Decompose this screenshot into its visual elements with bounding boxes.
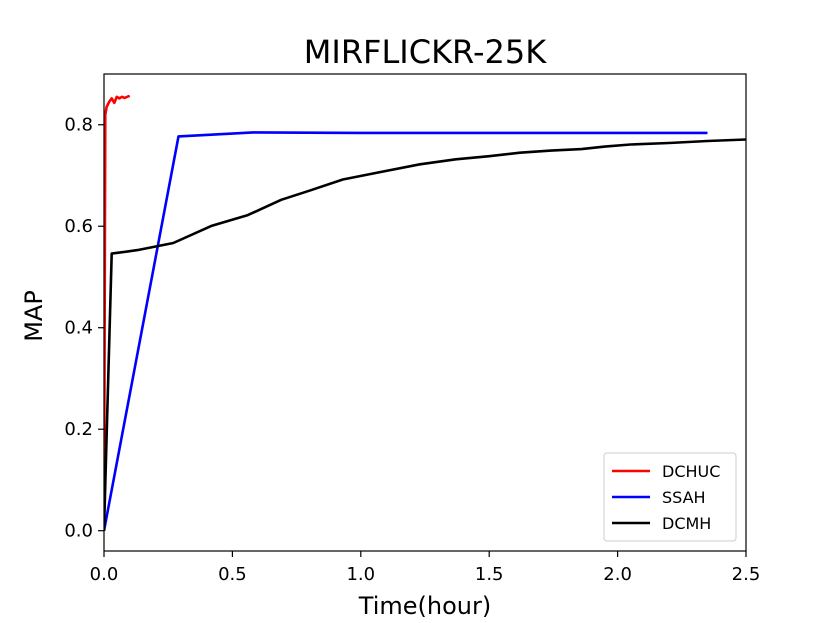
y-tick-label: 0.2 xyxy=(64,419,93,440)
chart-title: MIRFLICKR-25K xyxy=(304,33,547,71)
legend-label-dcmh: DCMH xyxy=(662,514,711,533)
y-tick-label: 0.4 xyxy=(64,318,93,339)
legend-box xyxy=(603,452,737,542)
legend-label-ssah: SSAH xyxy=(662,488,706,507)
series-line-dcmh xyxy=(104,138,746,531)
x-tick-label: 1.5 xyxy=(475,564,504,585)
y-tick-label: 0.0 xyxy=(64,521,93,542)
plot-lines xyxy=(104,94,746,531)
y-axis-label: MAP xyxy=(20,290,48,342)
x-tick-label: 2.0 xyxy=(603,564,632,585)
x-tick-label: 1.0 xyxy=(346,564,375,585)
series-line-ssah xyxy=(104,131,708,531)
x-tick-label: 2.5 xyxy=(732,564,761,585)
y-tick-label: 0.6 xyxy=(64,216,93,237)
legend-label-dchuc: DCHUC xyxy=(662,462,720,481)
x-tick-label: 0.0 xyxy=(90,564,119,585)
series-line-dchuc xyxy=(104,94,131,531)
y-tick-label: 0.8 xyxy=(64,115,93,136)
x-tick-label: 0.5 xyxy=(218,564,247,585)
x-axis-ticks: 0.0 0.5 1.0 1.5 2.0 2.5 xyxy=(90,551,761,585)
plot-frame xyxy=(103,73,747,552)
x-axis-label: Time(hour) xyxy=(358,592,491,620)
y-axis-ticks: 0.0 0.2 0.4 0.6 0.8 xyxy=(64,115,104,542)
legend: DCHUC SSAH DCMH xyxy=(603,452,737,542)
